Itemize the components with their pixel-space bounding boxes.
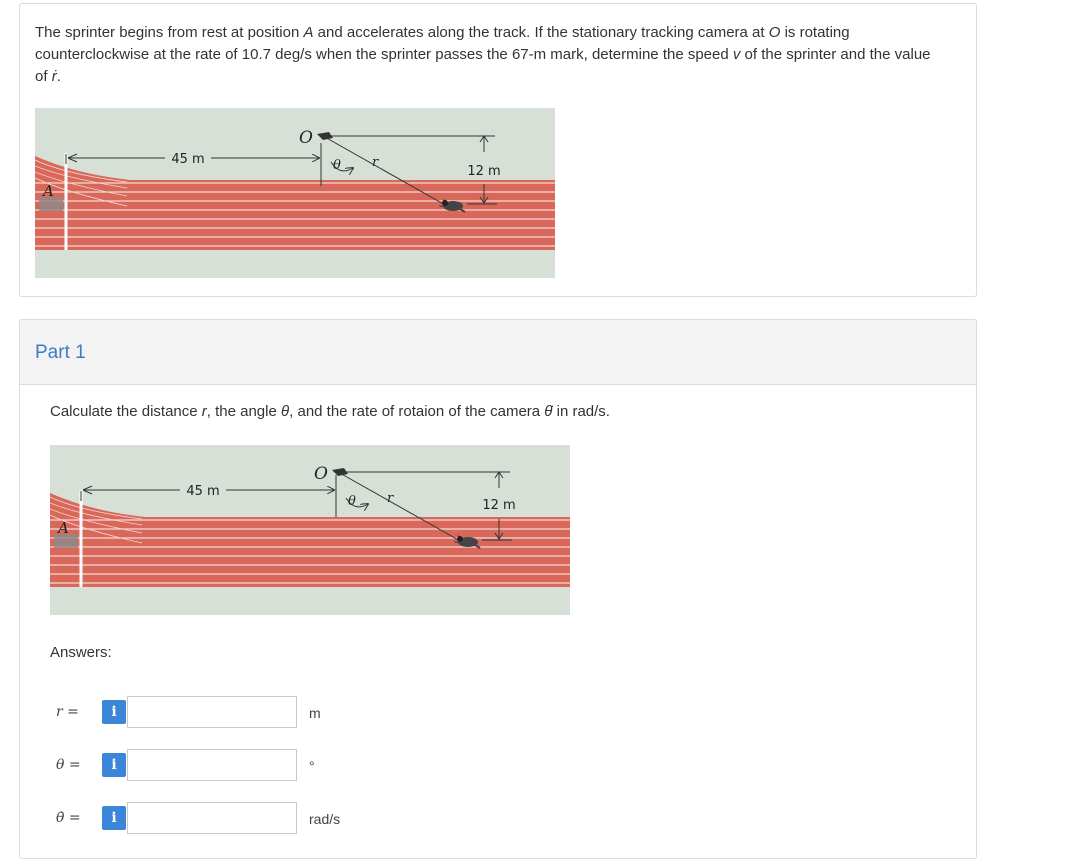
sprinter-icon	[457, 536, 481, 549]
track-figure: A 45 m O θ r 12 m	[49, 445, 570, 620]
answer-symbol: θ̇ =	[56, 810, 81, 826]
answers-label: Answers:	[50, 644, 112, 661]
dim-12m: 12 m	[467, 164, 500, 179]
info-icon[interactable]: i	[102, 753, 126, 777]
sprinter-icon	[442, 200, 466, 213]
label-r: r	[372, 155, 379, 170]
problem-text: is rotating counterclockwise at the rate…	[35, 24, 850, 63]
instr-text: , and the rate of rotaion of the camera	[289, 403, 545, 420]
problem-text: and accelerates along the track. If the …	[313, 24, 769, 41]
instr-text: , the angle	[206, 403, 281, 420]
var-rdot: ṙ	[51, 68, 57, 85]
instr-text: Calculate the distance	[50, 403, 202, 420]
var-a: A	[303, 24, 314, 41]
label-r: r	[387, 491, 394, 506]
var-thetadot: θ̇	[544, 403, 553, 420]
var-o: O	[768, 24, 781, 41]
label-o: O	[314, 464, 328, 484]
answer-input-thetadot[interactable]	[127, 802, 297, 834]
answer-symbol: θ =	[56, 757, 81, 773]
label-a: A	[56, 519, 69, 537]
dim-45m: 45 m	[186, 484, 219, 499]
info-icon[interactable]: i	[102, 806, 126, 830]
problem-card: The sprinter begins from rest at positio…	[19, 3, 977, 297]
problem-text: of the sprinter and the value of	[35, 46, 931, 85]
label-a: A	[41, 182, 54, 200]
answer-unit: rad/s	[309, 811, 341, 827]
problem-text: .	[56, 68, 61, 85]
part-card: Part 1 Calculate the distance r, the ang…	[19, 319, 977, 859]
dim-45m: 45 m	[171, 152, 204, 167]
label-o: O	[299, 128, 313, 148]
instr-text: in rad/s.	[552, 403, 610, 420]
label-theta: θ	[333, 158, 341, 173]
answer-input-r[interactable]	[127, 696, 297, 728]
label-theta: θ	[348, 494, 356, 509]
problem-statement: The sprinter begins from rest at positio…	[35, 22, 945, 88]
info-icon[interactable]: i	[102, 700, 126, 724]
answer-symbol: r =	[56, 704, 79, 720]
answer-unit: m	[309, 705, 321, 721]
part-instructions: Calculate the distance r, the angle θ, a…	[50, 403, 610, 420]
part-title: Part 1	[35, 342, 86, 363]
answer-input-theta[interactable]	[127, 749, 297, 781]
dim-12m: 12 m	[482, 498, 515, 513]
var-v: v	[732, 46, 741, 63]
problem-text: The sprinter begins from rest at positio…	[35, 24, 304, 41]
var-r: r	[201, 403, 207, 420]
var-theta: θ	[281, 403, 290, 420]
part-header: Part 1	[20, 320, 976, 385]
answer-unit: °	[309, 758, 315, 774]
track-figure: A 45 m O θ r 12 m	[34, 108, 555, 283]
